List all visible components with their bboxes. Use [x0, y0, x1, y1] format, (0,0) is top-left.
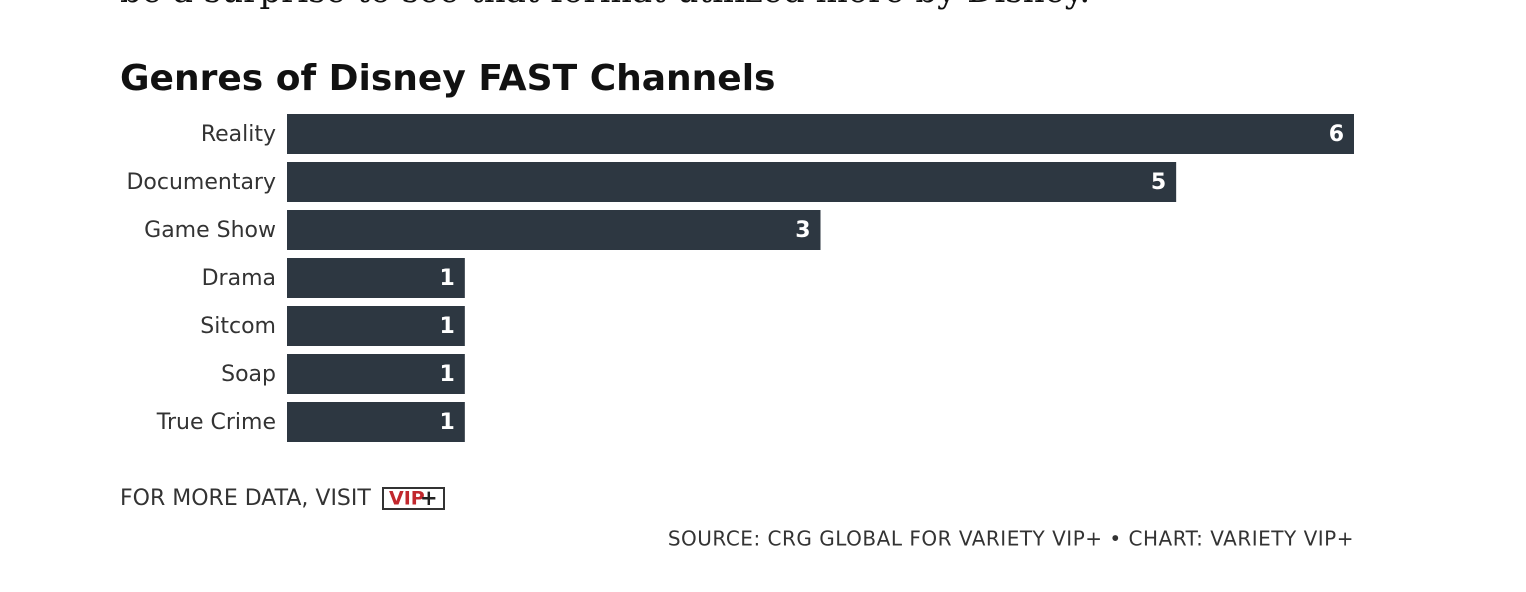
value-label: 5	[1151, 170, 1166, 195]
value-label: 3	[795, 218, 810, 243]
article-text: be a surprise to see that format utilize…	[120, 0, 1090, 11]
logo-plus[interactable]: +	[420, 486, 438, 510]
bar	[287, 210, 821, 250]
logo-box[interactable]	[382, 487, 445, 510]
chart-title: Genres of Disney FAST Channels	[120, 58, 775, 99]
y-tick-label: Drama	[202, 266, 276, 291]
logo-text[interactable]: VIP	[389, 488, 425, 510]
bar	[287, 114, 1354, 154]
y-tick-label: True Crime	[156, 410, 276, 435]
bar	[287, 354, 465, 394]
y-tick-label: Soap	[221, 362, 276, 387]
bar	[287, 306, 465, 346]
value-label: 1	[440, 362, 455, 387]
bar	[287, 402, 465, 442]
value-label: 1	[440, 410, 455, 435]
source: SOURCE: CRG GLOBAL FOR VARIETY VIP+ • CH…	[668, 527, 1354, 551]
bar	[287, 258, 465, 298]
plot: Reality 6 Documentary 5 Game Show 3 Drama 1 Sitc…	[126, 114, 1354, 442]
y-tick-label: Documentary	[126, 170, 276, 195]
bar	[287, 162, 1177, 202]
value-label: 6	[1329, 122, 1344, 147]
y-tick-label: Sitcom	[200, 314, 276, 339]
value-label: 1	[440, 314, 455, 339]
y-tick-label: Game Show	[144, 218, 276, 243]
y-tick-label: Reality	[201, 122, 276, 147]
more-data: FOR MORE DATA, VISIT	[120, 486, 371, 511]
value-label: 1	[440, 266, 455, 291]
